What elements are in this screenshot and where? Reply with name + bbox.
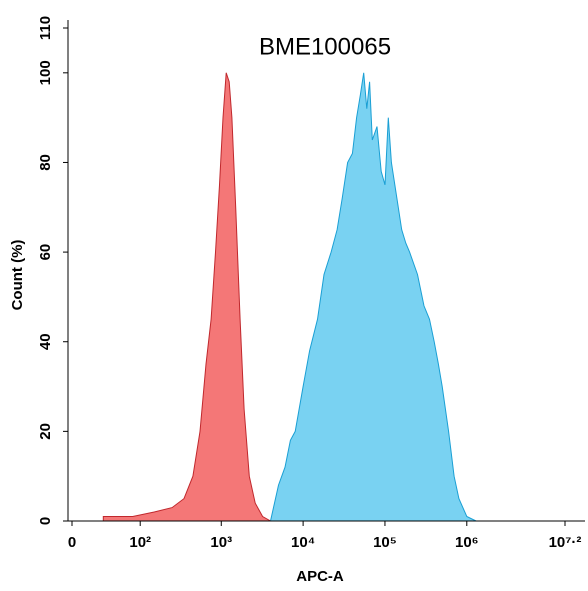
y-tick-label: 100 <box>37 60 54 85</box>
y-tick-label: 0 <box>37 517 54 525</box>
y-tick-label: 60 <box>37 244 54 261</box>
y-tick-label: 20 <box>37 423 54 440</box>
y-tick-label: 110 <box>37 16 54 40</box>
x-tick-label: 10⁶ <box>455 534 479 551</box>
histogram-area <box>102 72 273 522</box>
x-tick-label: 10⁵ <box>373 534 397 551</box>
x-axis-title: APC-A <box>296 568 344 585</box>
histogram-area <box>269 72 477 522</box>
x-tick-label: 10⁷·² <box>549 534 582 551</box>
x-tick-label: 10³ <box>210 534 232 551</box>
y-tick-label: 40 <box>37 333 54 350</box>
x-tick-label: 10⁴ <box>291 534 315 551</box>
x-tick-label: 10² <box>129 534 151 551</box>
y-axis-title: Count (%) <box>9 240 26 311</box>
y-tick-label: 80 <box>37 154 54 171</box>
x-tick-label: 0 <box>68 534 76 551</box>
chart-title: BME100065 <box>259 33 391 60</box>
